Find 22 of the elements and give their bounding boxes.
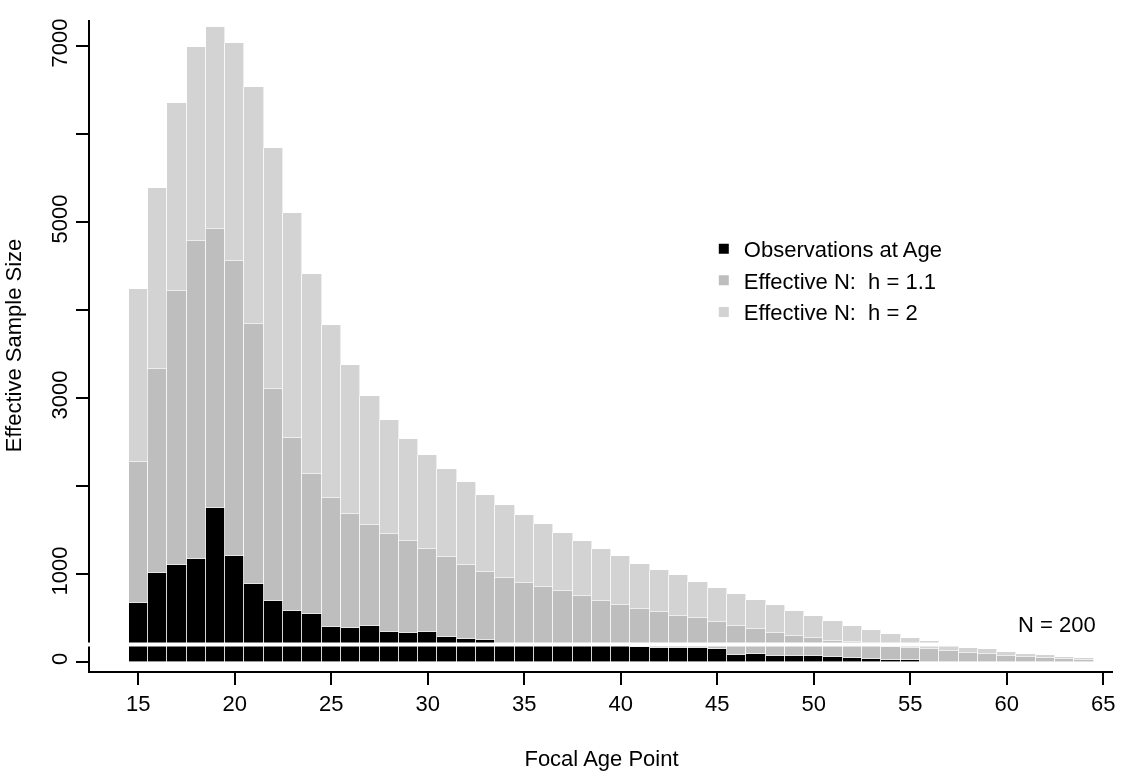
x-tick-label: 20 bbox=[222, 691, 247, 717]
x-tick-label: 45 bbox=[705, 691, 730, 717]
x-tick-label: 55 bbox=[898, 691, 923, 717]
x-tick-label: 50 bbox=[801, 691, 827, 717]
y-tick-label: 0 bbox=[47, 652, 73, 666]
y-tick-label: 1000 bbox=[47, 546, 73, 596]
x-axis-title: Focal Age Point bbox=[524, 745, 679, 771]
ref-line-label: N = 200 bbox=[1018, 612, 1096, 637]
x-tick-label: 25 bbox=[319, 691, 344, 717]
x-tick-label: 35 bbox=[512, 691, 537, 717]
x-tick-label: 60 bbox=[994, 691, 1020, 717]
x-tick-label: 15 bbox=[126, 691, 151, 717]
legend-label: Effective N: h = 1.1 bbox=[743, 268, 936, 294]
y-tick-label: 5000 bbox=[47, 194, 73, 244]
legend-label: Effective N: h = 2 bbox=[743, 300, 918, 326]
y-tick-label: 3000 bbox=[47, 370, 73, 420]
x-tick-label: 40 bbox=[608, 691, 634, 717]
legend-label: Observations at Age bbox=[743, 237, 942, 263]
y-axis-title: Effective Sample Size bbox=[0, 238, 26, 453]
x-tick-label: 65 bbox=[1091, 691, 1116, 717]
x-tick-label: 30 bbox=[415, 691, 441, 717]
y-tick-label: 7000 bbox=[47, 18, 73, 68]
